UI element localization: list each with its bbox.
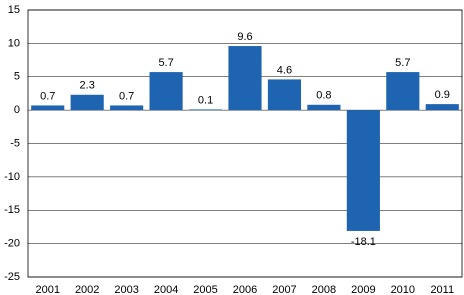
x-tick-label: 2005 [193,284,217,295]
x-tick-label: 2009 [351,284,375,295]
bar [267,79,302,111]
bar [307,104,341,111]
y-tick-label: -10 [4,171,20,183]
x-tick-label: 2006 [233,284,257,295]
bar [110,105,144,111]
y-tick-label: -20 [4,238,20,250]
value-label: 0.8 [316,90,331,102]
y-tick-label: 15 [8,4,20,16]
y-tick-label: 0 [14,104,20,116]
bar [31,105,65,111]
value-label: -18.1 [351,236,376,248]
value-label: 5.7 [395,57,410,69]
y-tick-label: -15 [4,204,20,216]
value-label: 0.7 [119,90,134,102]
value-label: 0.9 [435,89,450,101]
bar [346,110,380,231]
y-tick-label: 5 [14,71,20,83]
x-tick-label: 2007 [272,284,296,295]
plot-border [27,9,463,278]
value-label: 9.6 [237,31,252,43]
x-tick-label: 2011 [430,284,454,295]
x-tick-label: 2002 [75,284,99,295]
bar [228,46,262,111]
bar [386,72,420,111]
value-label: 2.3 [80,80,95,92]
value-label: 0.7 [40,90,55,102]
y-tick-label: -25 [4,271,20,283]
x-tick-label: 2001 [35,284,59,295]
bar [149,72,183,111]
bar [188,109,223,111]
bar [425,104,459,111]
bar [70,94,104,111]
y-tick-label: 10 [8,37,20,49]
x-tick-label: 2004 [154,284,178,295]
value-label: 4.6 [277,64,292,76]
x-tick-label: 2008 [312,284,336,295]
y-tick-label: -5 [10,137,20,149]
x-tick-label: 2010 [391,284,415,295]
value-label: 0.1 [198,94,213,106]
x-tick-label: 2003 [114,284,138,295]
value-label: 5.7 [158,57,173,69]
